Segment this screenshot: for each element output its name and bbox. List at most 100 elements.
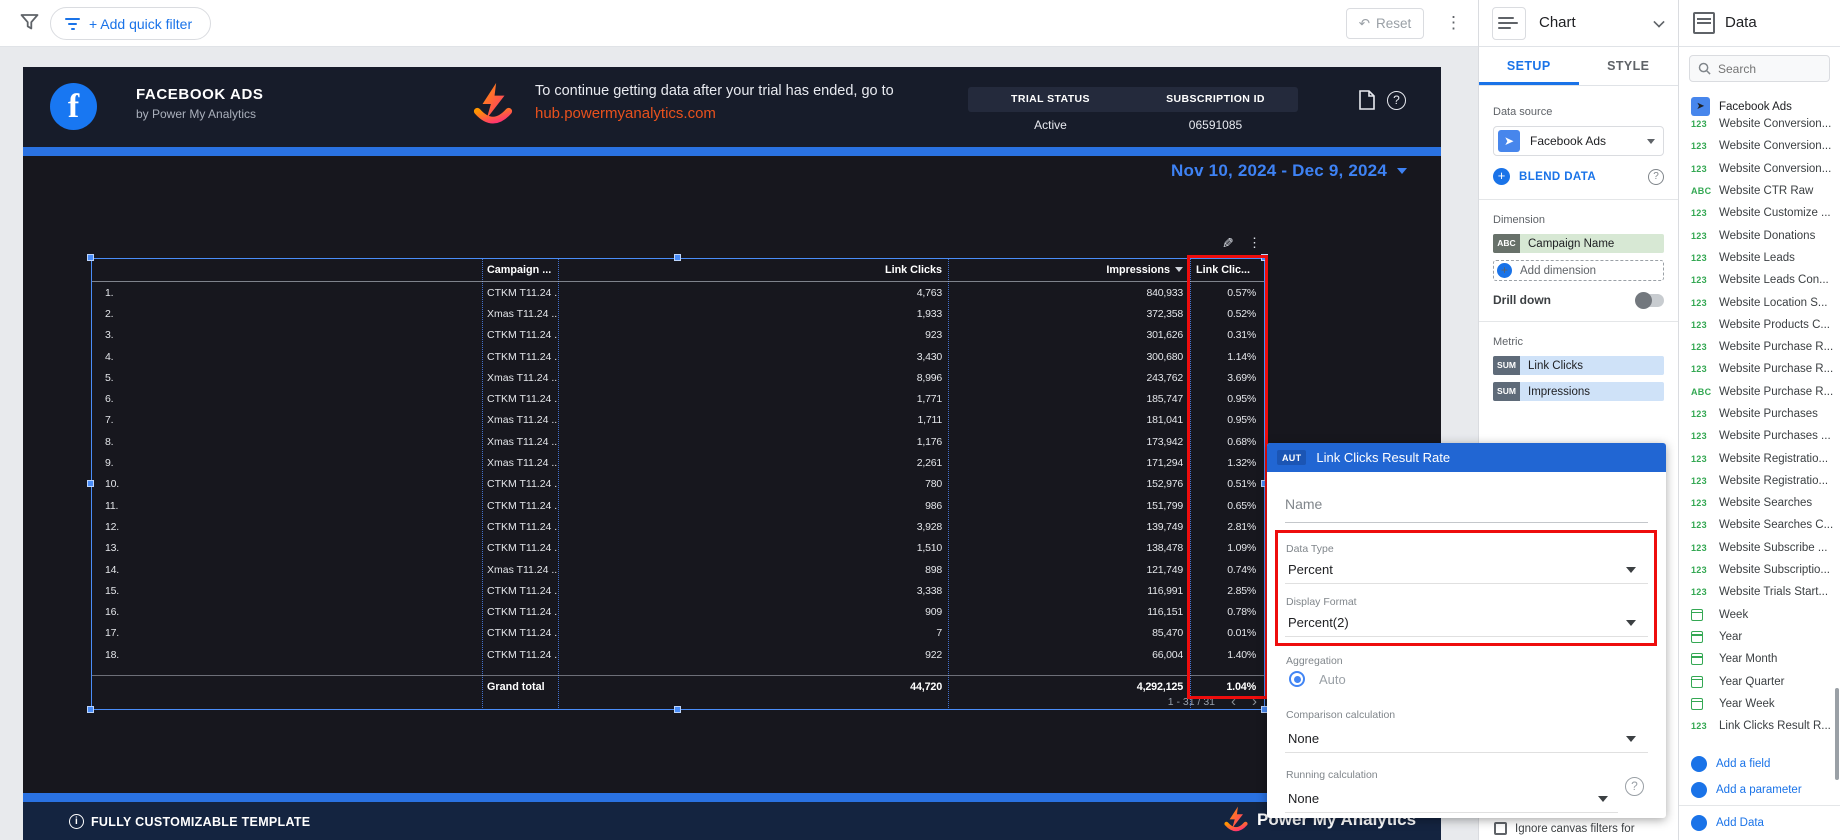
field-item[interactable]: 123 Website Registratio...	[1679, 447, 1840, 469]
field-item[interactable]: 123 Website Searches C...	[1679, 514, 1840, 536]
drill-down-toggle[interactable]	[1635, 291, 1664, 309]
help-icon[interactable]: ?	[1648, 168, 1664, 185]
display-format-dropdown[interactable]	[1626, 620, 1636, 626]
edit-pencil-icon[interactable]: ✎	[1222, 235, 1234, 251]
running-dropdown[interactable]	[1598, 796, 1608, 802]
col-header-campaign[interactable]: Campaign ...	[487, 263, 552, 276]
selection-handle[interactable]	[674, 706, 681, 713]
field-item[interactable]: Year Week	[1679, 693, 1840, 715]
table-row[interactable]: 7. Xmas T11.24 ... 1,711 181,041 0.95%	[91, 410, 1265, 431]
field-item[interactable]: 123 Website Location S...	[1679, 291, 1840, 313]
table-row[interactable]: 18. CTKM T11.24 ... 922 66,004 1.40%	[91, 644, 1265, 665]
selection-handle[interactable]	[674, 254, 681, 261]
col-header-impressions[interactable]: Impressions	[948, 264, 1190, 276]
tab-style[interactable]: STYLE	[1607, 59, 1650, 73]
field-item[interactable]: 123 Website Purchases ...	[1679, 425, 1840, 447]
field-item[interactable]: ABC Website Purchase R...	[1679, 381, 1840, 403]
data-source-row[interactable]: ➤ Facebook Ads	[1679, 90, 1840, 122]
field-item[interactable]: 123 Website Conversion...	[1679, 135, 1840, 157]
dimension-chip-campaign-name[interactable]: ABC Campaign Name	[1493, 234, 1664, 253]
ignore-canvas-filters-checkbox[interactable]	[1494, 822, 1507, 835]
field-item[interactable]: 123 Website Leads Con...	[1679, 269, 1840, 291]
table-row[interactable]: 5. Xmas T11.24 ... 8,996 243,762 3.69%	[91, 367, 1265, 388]
tab-setup[interactable]: SETUP	[1506, 59, 1551, 73]
field-item[interactable]: 123 Website Conversion...	[1679, 113, 1840, 135]
table-row[interactable]: 17. CTKM T11.24 ... 7 85,470 0.01%	[91, 623, 1265, 644]
table-row[interactable]: 4. CTKM T11.24 ... 3,430 300,680 1.14%	[91, 346, 1265, 367]
field-item[interactable]: 123 Website Subscribe ...	[1679, 537, 1840, 559]
field-item[interactable]: 123 Website Searches	[1679, 492, 1840, 514]
col-header-link-clicks[interactable]: Link Clicks	[884, 263, 942, 276]
field-item[interactable]: Year Quarter	[1679, 670, 1840, 692]
selection-handle[interactable]	[87, 254, 94, 261]
table-row[interactable]: 15. CTKM T11.24 ... 3,338 116,991 2.85%	[91, 580, 1265, 601]
data-type-dropdown[interactable]	[1626, 567, 1636, 573]
help-icon[interactable]: ?	[1625, 777, 1644, 796]
table-row[interactable]: 9. Xmas T11.24 ... 2,261 171,294 1.32%	[91, 452, 1265, 473]
table-row[interactable]: 14. Xmas T11.24 ... 898 121,749 0.74%	[91, 559, 1265, 580]
metric-aut-badge: AUT	[1277, 450, 1307, 465]
add-a-parameter-button[interactable]: + Add a parameter	[1691, 782, 1802, 798]
field-item[interactable]: 123 Website Customize ...	[1679, 202, 1840, 224]
data-source-selector[interactable]: ➤ Facebook Ads	[1493, 126, 1664, 156]
page-prev-icon[interactable]: ‹	[1231, 693, 1236, 710]
filter-funnel-icon[interactable]	[20, 13, 39, 37]
field-item[interactable]: ABC Website CTR Raw	[1679, 180, 1840, 202]
field-item[interactable]: Year	[1679, 626, 1840, 648]
campaign-table[interactable]: ✎ ⋮ Campaign ... Link Clicks Impressions…	[87, 235, 1268, 713]
field-item[interactable]: Year Month	[1679, 648, 1840, 670]
grand-total-row: Grand total 44,720 4,292,125 1.04%	[91, 675, 1265, 698]
table-row[interactable]: 13. CTKM T11.24 ... 1,510 138,478 1.09%	[91, 538, 1265, 559]
aggregation-auto-radio[interactable]	[1289, 671, 1305, 687]
reset-button[interactable]: ↶ Reset	[1346, 8, 1424, 39]
field-search[interactable]	[1689, 55, 1830, 82]
add-dimension-button[interactable]: + Add dimension	[1493, 260, 1664, 281]
table-more-menu[interactable]: ⋮	[1248, 235, 1261, 250]
blend-data-button[interactable]: + BLEND DATA ?	[1493, 168, 1664, 185]
table-row[interactable]: 3. CTKM T11.24 ... 923 301,626 0.31%	[91, 325, 1265, 346]
filter-list-icon	[65, 15, 80, 33]
col-header-link-clicks-rate[interactable]: Link Clic...	[1196, 263, 1250, 276]
field-item[interactable]: 123 Website Purchase R...	[1679, 358, 1840, 380]
field-item[interactable]: Week	[1679, 604, 1840, 626]
field-item[interactable]: 123 Website Conversion...	[1679, 158, 1840, 180]
search-input[interactable]	[1718, 61, 1818, 76]
name-input-underline[interactable]	[1285, 522, 1648, 523]
field-item[interactable]: 123 Website Leads	[1679, 247, 1840, 269]
selection-handle[interactable]	[1261, 254, 1268, 261]
selection-handle[interactable]	[87, 480, 94, 487]
field-item[interactable]: 123 Website Purchases	[1679, 403, 1840, 425]
field-item[interactable]: 123 Website Trials Start...	[1679, 581, 1840, 603]
metric-chip[interactable]: SUM Impressions	[1493, 382, 1664, 401]
scrollbar-thumb[interactable]	[1835, 688, 1839, 780]
table-row[interactable]: 11. CTKM T11.24 ... 986 151,799 0.65%	[91, 495, 1265, 516]
add-a-field-button[interactable]: + Add a field	[1691, 756, 1770, 772]
field-item[interactable]: 123 Website Purchase R...	[1679, 336, 1840, 358]
table-row[interactable]: 6. CTKM T11.24 ... 1,771 185,747 0.95%	[91, 388, 1265, 409]
page-next-icon[interactable]: ›	[1252, 693, 1257, 710]
document-icon[interactable]	[1359, 90, 1375, 115]
metric-chip[interactable]: SUM Link Clicks	[1493, 356, 1664, 375]
comparison-dropdown[interactable]	[1626, 736, 1636, 742]
table-row[interactable]: 16. CTKM T11.24 ... 909 116,151 0.78%	[91, 601, 1265, 622]
selection-handle[interactable]	[87, 706, 94, 713]
chart-panel-header[interactable]: Chart	[1479, 0, 1678, 47]
report-canvas[interactable]: f FACEBOOK ADS by Power My Analytics To …	[23, 67, 1441, 840]
grand-total-clicks: 44,720	[910, 681, 942, 693]
field-item[interactable]: 123 Link Clicks Result R...	[1679, 715, 1840, 737]
table-row[interactable]: 1. CTKM T11.24 ... 4,763 840,933 0.57%	[91, 282, 1265, 303]
add-data-button[interactable]: + Add Data	[1691, 815, 1764, 831]
date-range-control[interactable]: Nov 10, 2024 - Dec 9, 2024	[1171, 161, 1407, 181]
field-item[interactable]: 123 Website Donations	[1679, 224, 1840, 246]
field-item[interactable]: 123 Website Subscriptio...	[1679, 559, 1840, 581]
table-row[interactable]: 2. Xmas T11.24 ... 1,933 372,358 0.52%	[91, 303, 1265, 324]
add-quick-filter-button[interactable]: + Add quick filter	[50, 7, 212, 40]
table-row[interactable]: 10. CTKM T11.24 ... 780 152,976 0.51%	[91, 474, 1265, 495]
trial-link[interactable]: hub.powermyanalytics.com	[535, 105, 716, 122]
field-item[interactable]: 123 Website Products C...	[1679, 314, 1840, 336]
table-row[interactable]: 8. Xmas T11.24 ... 1,176 173,942 0.68%	[91, 431, 1265, 452]
help-icon[interactable]: ?	[1387, 91, 1406, 110]
table-row[interactable]: 12. CTKM T11.24 ... 3,928 139,749 2.81%	[91, 516, 1265, 537]
toolbar-more-menu[interactable]: ⋮	[1445, 13, 1462, 32]
field-item[interactable]: 123 Website Registratio...	[1679, 470, 1840, 492]
